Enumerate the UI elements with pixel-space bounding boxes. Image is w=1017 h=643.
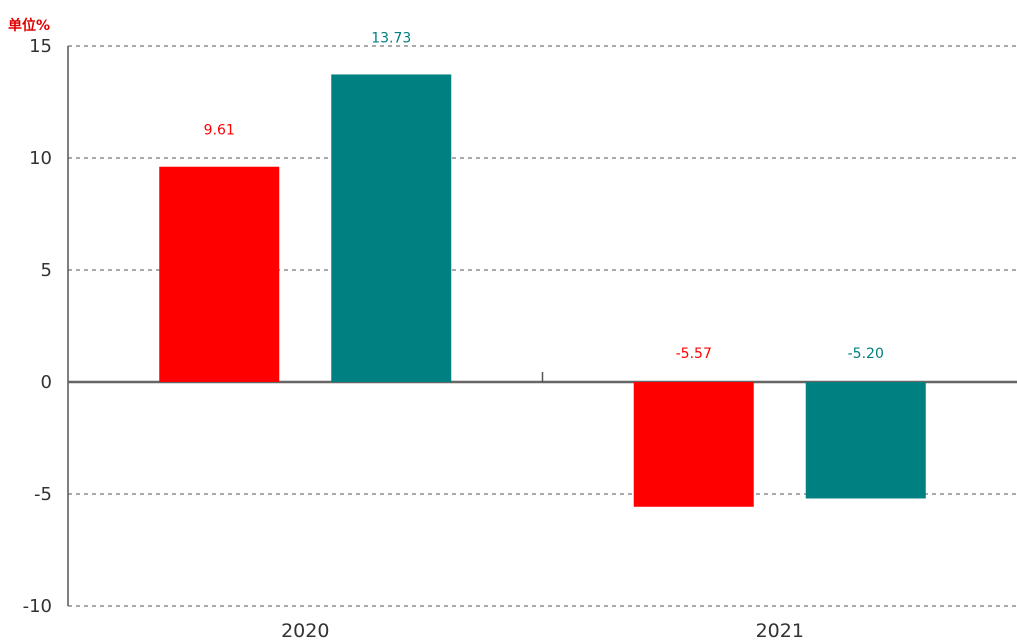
bar (805, 382, 926, 499)
data-label: -5.20 (848, 346, 884, 362)
data-label: -5.57 (676, 346, 712, 362)
x-category-label: 2021 (756, 620, 804, 642)
y-tick-label: 15 (29, 36, 52, 57)
y-tick-label: 5 (41, 260, 52, 281)
x-category-label: 2020 (281, 620, 329, 642)
gridlines (68, 45, 1017, 607)
unit-label: 单位% (8, 17, 50, 34)
data-label: 9.61 (204, 123, 235, 139)
data-labels: 9.61 13.73 -5.57 -5.20 (204, 30, 884, 362)
bar (331, 74, 452, 382)
bar (633, 382, 754, 507)
y-tick-label: -5 (34, 484, 52, 505)
bars (159, 74, 926, 507)
y-tick-label: 10 (29, 148, 52, 169)
data-label: 13.73 (371, 30, 411, 46)
y-tick-label: 0 (41, 372, 52, 393)
y-tick-label: -10 (23, 596, 52, 617)
bar (159, 166, 280, 382)
